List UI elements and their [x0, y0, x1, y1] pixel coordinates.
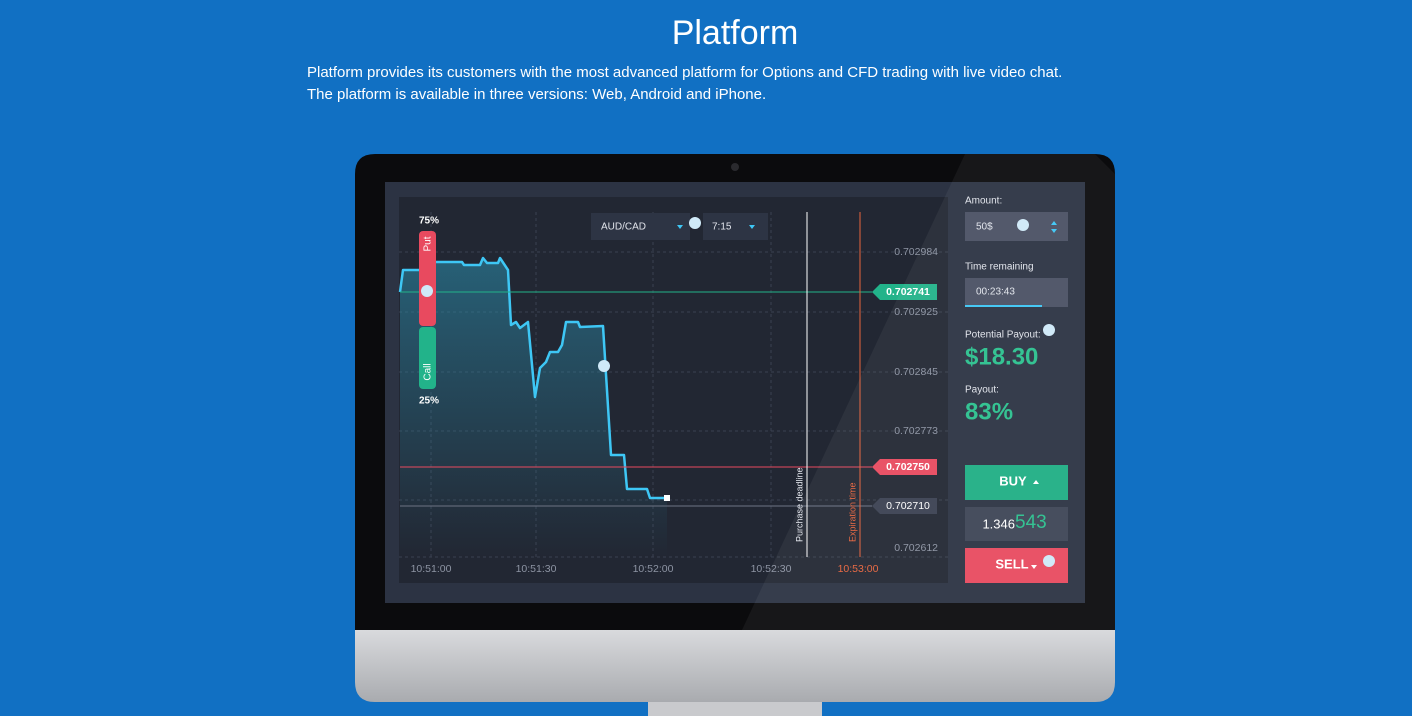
- dropdown-arrow: [677, 225, 683, 229]
- pair-select[interactable]: [591, 213, 690, 240]
- price-tag: [872, 284, 937, 300]
- price-tick: 0.702984: [894, 246, 938, 258]
- hotspots: [421, 217, 1055, 567]
- price-tick: 0.702612: [894, 542, 938, 554]
- glare: [742, 154, 1115, 630]
- purchase-deadline-label: Purchase deadline: [794, 467, 804, 542]
- duration: 7:15: [712, 222, 732, 233]
- description: Platform provides its customers with the…: [307, 64, 1062, 81]
- description: The platform is available in three versi…: [307, 86, 766, 103]
- potential: $18.30: [965, 343, 1038, 370]
- hotspot[interactable]: [598, 360, 610, 372]
- put-bar[interactable]: [419, 231, 436, 326]
- time-tick: 10:52:30: [751, 563, 792, 575]
- time: 00:23:43: [976, 287, 1015, 298]
- price-area: [400, 258, 667, 557]
- price-point: [664, 495, 670, 501]
- price-main: 1.346: [982, 516, 1015, 531]
- time-box: [965, 278, 1068, 307]
- hotspot[interactable]: [1017, 219, 1029, 231]
- hotspot[interactable]: [421, 285, 433, 297]
- call-bar[interactable]: [419, 327, 436, 389]
- price-pips: 543: [1015, 512, 1047, 533]
- price-tag: [872, 498, 937, 514]
- time-label: Time remaining: [965, 262, 1034, 273]
- time-progress: [965, 305, 1042, 307]
- hotspot[interactable]: [1043, 324, 1055, 336]
- page-title: Platform: [672, 14, 799, 52]
- price-tag-label: 0.702741: [886, 286, 930, 298]
- amount-input[interactable]: [965, 212, 1068, 241]
- payout-label: Payout:: [965, 385, 999, 396]
- price-tag: [872, 459, 937, 475]
- price-line: [398, 256, 667, 500]
- buy-button[interactable]: [965, 465, 1068, 500]
- dropdown-arrow: [749, 225, 755, 229]
- spin-down[interactable]: [1051, 229, 1057, 233]
- sell-arrow: [1031, 565, 1037, 569]
- potential-label: Potential Payout:: [965, 330, 1041, 341]
- time-tick: 10:53:00: [838, 563, 879, 575]
- call-percent: 25%: [419, 396, 439, 407]
- sell-label: SELL: [995, 556, 1028, 571]
- monitor-chin: [355, 630, 1115, 702]
- hotspot[interactable]: [1043, 555, 1055, 567]
- buy-arrow: [1033, 480, 1039, 484]
- buy-label: BUY: [999, 473, 1027, 488]
- amount: 50$: [976, 222, 993, 233]
- time-tick: 10:51:30: [516, 563, 557, 575]
- amount-label: Amount:: [965, 196, 1002, 207]
- price-tick: 0.702773: [894, 425, 938, 437]
- hotspot[interactable]: [689, 217, 701, 229]
- camera: [731, 163, 739, 171]
- price-tick: 0.702845: [894, 366, 938, 378]
- duration-select[interactable]: [703, 213, 768, 240]
- call-label: Call: [423, 363, 434, 380]
- price-tag-label: 0.702710: [886, 500, 930, 512]
- price-tag-label: 0.702750: [886, 461, 930, 473]
- price-box: [965, 507, 1068, 541]
- spin-up[interactable]: [1051, 221, 1057, 225]
- expiration-label: Expiration time: [847, 482, 857, 542]
- payout: 83%: [965, 398, 1013, 425]
- price-tick: 0.702925: [894, 306, 938, 318]
- put-label: Put: [423, 236, 434, 251]
- pair: AUD/CAD: [601, 222, 646, 233]
- put-percent: 75%: [419, 216, 439, 227]
- time-tick: 10:51:00: [411, 563, 452, 575]
- time-tick: 10:52:00: [633, 563, 674, 575]
